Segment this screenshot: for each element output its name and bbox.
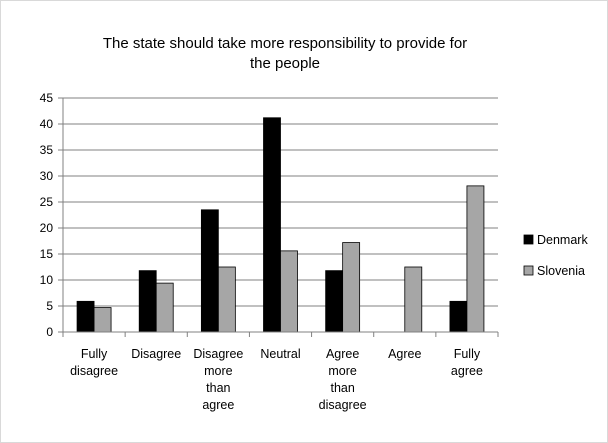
legend-label-slovenia: Slovenia: [537, 264, 585, 278]
y-axis-ticks: 0 5 10 15 20 25 30 35 40 45: [40, 91, 63, 339]
legend-swatch-slovenia: [523, 265, 534, 276]
y-tick-label: 45: [40, 91, 54, 105]
axes: [62, 98, 499, 337]
x-category-label: disagree: [319, 398, 367, 412]
bar-slovenia: [93, 307, 112, 333]
chart-title-line-1: The state should take more responsibilit…: [103, 35, 467, 52]
x-category-label: than: [330, 381, 354, 395]
y-tick-label: 25: [40, 195, 54, 209]
x-category-label: Disagree: [131, 347, 181, 361]
bar-slovenia: [466, 185, 485, 333]
bar-slovenia: [217, 266, 236, 333]
bar-slovenia: [404, 266, 423, 333]
x-category-label: Fully: [454, 347, 481, 361]
x-category-label: agree: [202, 398, 234, 412]
chart-title-line-2: the people: [250, 55, 320, 72]
bars: [76, 117, 485, 333]
bar-slovenia: [155, 282, 174, 333]
x-category-label: Agree: [326, 347, 359, 361]
y-tick-label: 5: [46, 299, 53, 313]
y-tick-label: 10: [40, 273, 54, 287]
y-tick-label: 15: [40, 247, 54, 261]
bar-denmark: [449, 300, 468, 333]
y-tick-label: 40: [40, 117, 54, 131]
bar-slovenia: [342, 242, 361, 333]
legend-swatch-denmark: [523, 234, 534, 245]
x-category-label: disagree: [70, 364, 118, 378]
y-tick-label: 30: [40, 169, 54, 183]
x-category-label: Fully: [81, 347, 108, 361]
x-category-label: Agree: [388, 347, 421, 361]
x-category-label: more: [204, 364, 233, 378]
x-category-label: Neutral: [260, 347, 300, 361]
x-axis-categories: Fully disagree Disagree Disagree more than agr…: [70, 347, 483, 412]
x-category-label: agree: [451, 364, 483, 378]
y-tick-label: 20: [40, 221, 54, 235]
x-category-label: more: [328, 364, 357, 378]
bar-denmark: [263, 117, 281, 333]
legend-label-denmark: Denmark: [537, 233, 588, 247]
x-category-label: than: [206, 381, 230, 395]
bar-denmark: [138, 270, 157, 333]
x-category-label: Disagree: [193, 347, 243, 361]
bar-denmark: [76, 300, 95, 333]
y-tick-label: 0: [46, 325, 53, 339]
bar-denmark: [325, 270, 344, 333]
y-tick-label: 35: [40, 143, 54, 157]
bar-slovenia: [280, 250, 298, 333]
legend: Denmark Slovenia: [523, 233, 588, 278]
bar-denmark: [200, 209, 219, 333]
